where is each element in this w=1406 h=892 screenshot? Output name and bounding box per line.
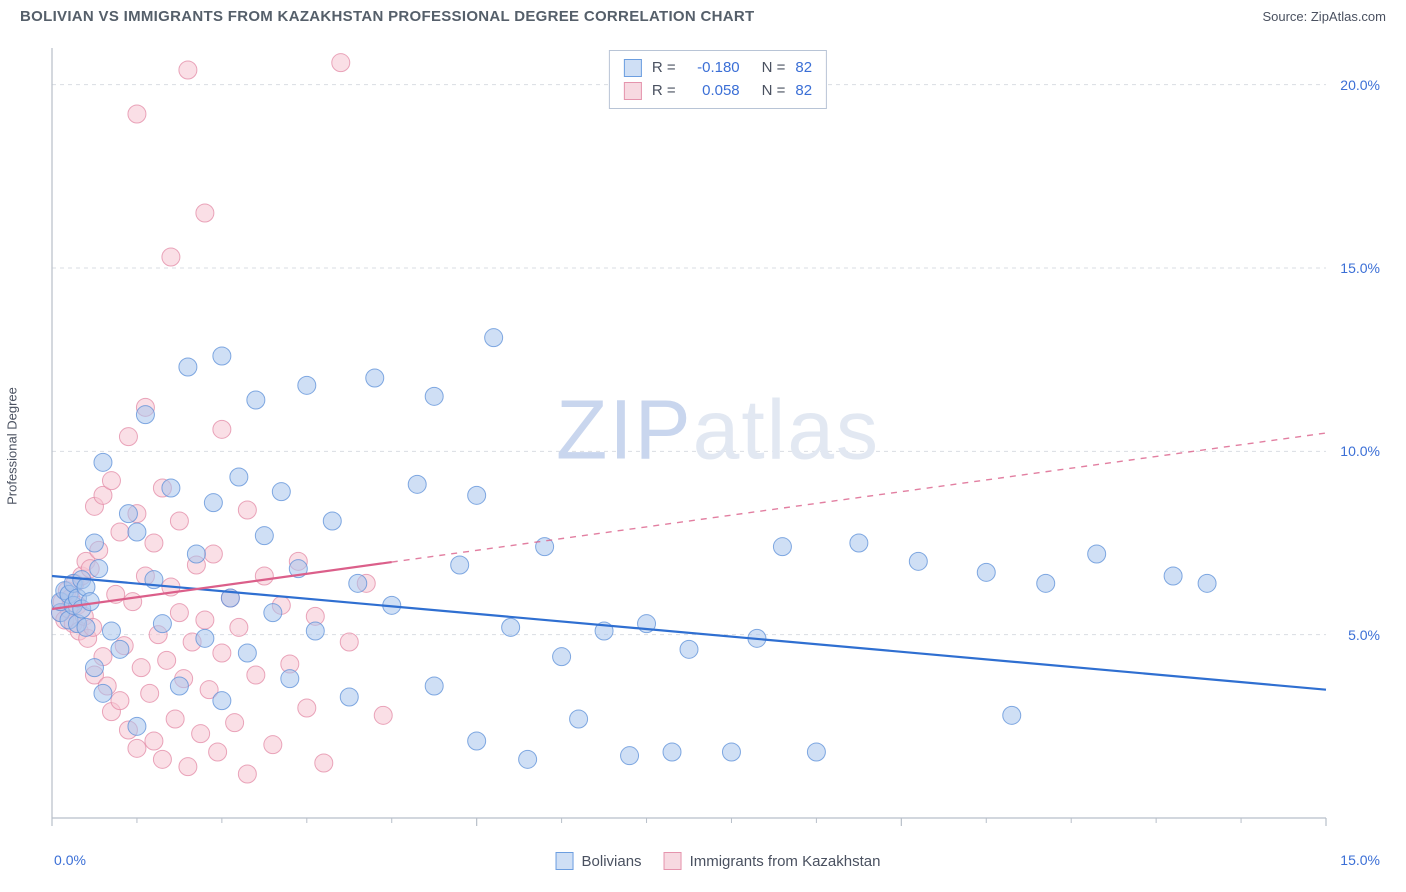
stats-legend-box: R =-0.180N =82R =0.058N =82 [609, 50, 827, 109]
series-swatch [624, 82, 642, 100]
y-tick-label: 20.0% [1340, 77, 1380, 93]
stats-row: R =-0.180N =82 [624, 57, 812, 80]
source-link[interactable]: ZipAtlas.com [1311, 9, 1386, 24]
scatter-plot [50, 46, 1386, 846]
legend-label: Bolivians [582, 853, 642, 870]
series-swatch [664, 852, 682, 870]
y-tick-label: 5.0% [1348, 627, 1380, 643]
series-legend: Bolivians Immigrants from Kazakhstan [556, 852, 881, 870]
stat-n-value: 82 [795, 80, 812, 103]
legend-item: Immigrants from Kazakhstan [664, 852, 881, 870]
y-axis-label: Professional Degree [5, 387, 20, 505]
stats-row: R =0.058N =82 [624, 80, 812, 103]
x-tick-label: 15.0% [1340, 852, 1380, 868]
stat-n-value: 82 [795, 57, 812, 80]
legend-label: Immigrants from Kazakhstan [690, 853, 881, 870]
x-tick-label: 0.0% [54, 852, 86, 868]
y-tick-label: 10.0% [1340, 443, 1380, 459]
stat-r-value: -0.180 [686, 57, 740, 80]
source-attribution: Source: ZipAtlas.com [1262, 9, 1386, 24]
header: BOLIVIAN VS IMMIGRANTS FROM KAZAKHSTAN P… [0, 0, 1406, 29]
stat-r-value: 0.058 [686, 80, 740, 103]
chart-title: BOLIVIAN VS IMMIGRANTS FROM KAZAKHSTAN P… [20, 8, 754, 25]
chart-container: Professional Degree ZIPatlas 5.0%10.0%15… [50, 46, 1386, 846]
legend-item: Bolivians [556, 852, 642, 870]
series-swatch [556, 852, 574, 870]
y-tick-label: 15.0% [1340, 260, 1380, 276]
series-swatch [624, 59, 642, 77]
